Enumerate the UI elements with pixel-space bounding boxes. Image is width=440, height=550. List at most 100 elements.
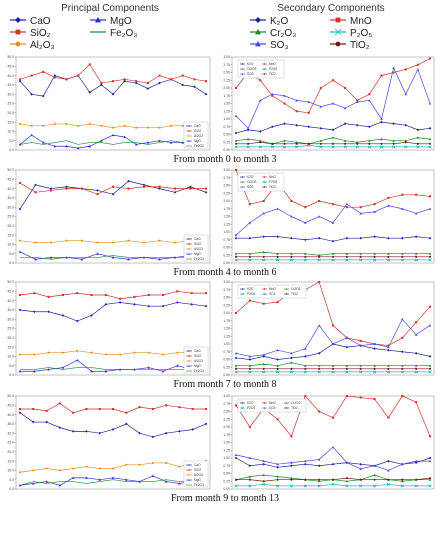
data-point — [428, 305, 432, 308]
data-point — [111, 80, 115, 83]
y-tick-label: 0.50 — [223, 358, 230, 362]
data-point — [204, 292, 208, 295]
data-point — [318, 478, 321, 481]
data-point — [75, 319, 79, 323]
y-tick-label: 1.25 — [223, 222, 230, 226]
series-line — [20, 367, 206, 370]
inner-legend-marker — [188, 135, 190, 137]
data-point — [400, 484, 404, 488]
series-sio2 — [18, 402, 208, 414]
y-tick-label: 30.0 — [7, 317, 14, 321]
data-point — [401, 193, 404, 196]
inner-legend-label: SiO2 — [194, 354, 201, 358]
data-point — [248, 484, 252, 488]
inner-legend-label: SO3 — [247, 185, 254, 189]
data-point — [404, 141, 407, 144]
data-point — [146, 126, 149, 129]
data-point — [331, 462, 335, 466]
data-point — [111, 185, 115, 188]
data-point — [283, 94, 286, 97]
chart-1-left: 0.0 5.0 10.0 15.0 20.0 25.0 30.0 35.0 40.0 45.0 50… — [7, 168, 211, 265]
y-tick-label: 40.0 — [7, 74, 14, 78]
inner-legend-marker — [188, 350, 190, 352]
inner-legend-box — [183, 346, 209, 374]
data-point — [359, 339, 362, 342]
data-point — [104, 353, 107, 356]
data-point — [248, 221, 252, 224]
data-point — [262, 459, 266, 463]
series-cao — [18, 301, 208, 323]
inner-legend-label: Cr2O3 — [247, 180, 257, 184]
data-point — [61, 293, 64, 297]
data-point — [100, 124, 103, 127]
data-point — [304, 478, 307, 481]
data-point — [345, 252, 349, 255]
y-tick-label: 30.0 — [7, 92, 14, 96]
data-point — [304, 367, 307, 370]
y-tick-label: 2.75 — [223, 63, 230, 67]
data-point — [65, 239, 68, 242]
data-point — [428, 478, 432, 481]
data-point — [345, 336, 349, 339]
y-tick-label: 45.0 — [7, 178, 14, 182]
data-point — [147, 304, 151, 308]
data-point — [111, 428, 115, 431]
data-point — [373, 342, 376, 346]
data-point — [41, 141, 45, 144]
data-point — [96, 241, 99, 244]
data-point — [392, 142, 395, 145]
y-tick-label: 3.00 — [223, 168, 230, 172]
data-point — [392, 66, 395, 69]
data-point — [345, 394, 348, 398]
y-tick-label: 2.00 — [223, 311, 230, 315]
data-point — [318, 367, 321, 370]
data-point — [276, 364, 279, 367]
data-point — [290, 478, 293, 481]
y-tick-label: 2.25 — [223, 78, 230, 82]
data-point — [18, 411, 22, 415]
legend-label: P₂O₅ — [350, 28, 372, 39]
legend-item-fe2o3: Fe₂O₃ — [90, 28, 137, 39]
inner-legend: K2O MnO Cr2O3 P2O5 SO3 TiO2 — [237, 59, 285, 79]
series-tio2 — [234, 141, 432, 145]
data-point — [319, 139, 323, 142]
y-tick-label: 2.50 — [223, 410, 230, 414]
data-point — [343, 106, 347, 110]
data-point — [65, 144, 68, 148]
data-point — [331, 136, 335, 139]
data-point — [31, 420, 35, 424]
data-point — [135, 80, 138, 83]
data-point — [134, 81, 138, 85]
data-point — [32, 407, 35, 411]
data-point — [181, 83, 185, 87]
inner-legend-box — [237, 59, 285, 79]
data-point — [414, 252, 418, 255]
data-point — [133, 295, 136, 298]
data-point — [401, 336, 404, 339]
data-point — [290, 252, 293, 255]
data-point — [317, 258, 321, 262]
data-point — [331, 342, 335, 346]
data-point — [133, 303, 136, 306]
data-point — [18, 471, 22, 474]
data-point — [359, 364, 363, 367]
data-point — [158, 187, 161, 190]
data-point — [262, 199, 265, 203]
y-tick-label: 20.0 — [7, 224, 14, 228]
data-point — [331, 240, 335, 243]
data-point — [138, 431, 141, 435]
data-point — [146, 82, 149, 85]
data-point — [111, 256, 115, 259]
legend-label: TiO₂ — [350, 40, 370, 51]
legend-item-tio2: TiO₂ — [330, 40, 370, 51]
y-tick-label: 25.0 — [7, 441, 14, 445]
inner-legend: K2O MnO Cr2O3 P2O5 SO3 TiO2 — [237, 398, 307, 413]
series-sio2 — [18, 181, 208, 196]
data-point — [387, 364, 390, 367]
data-point — [65, 187, 68, 190]
data-point — [33, 353, 36, 356]
data-point — [96, 189, 99, 192]
data-point — [58, 426, 62, 429]
series-p2o5 — [234, 258, 432, 262]
